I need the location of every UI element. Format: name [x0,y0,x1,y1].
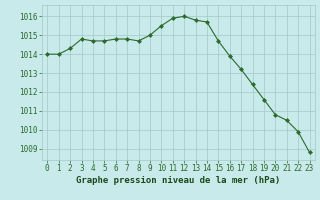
X-axis label: Graphe pression niveau de la mer (hPa): Graphe pression niveau de la mer (hPa) [76,176,281,185]
